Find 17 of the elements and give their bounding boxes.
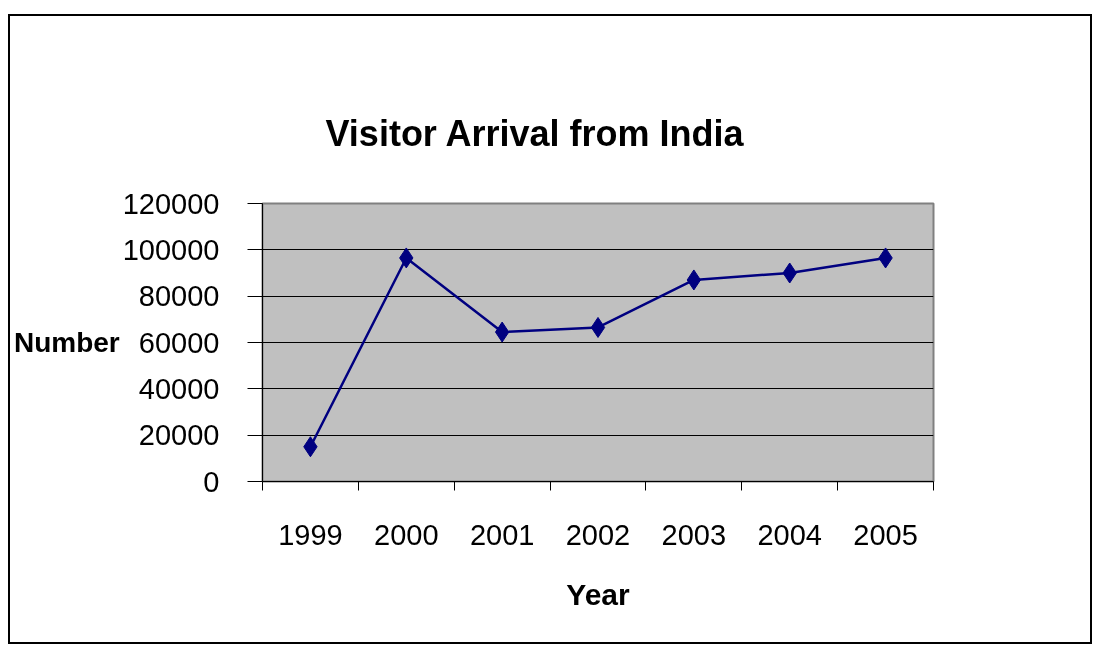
x-tick-label: 1999 <box>278 518 343 551</box>
y-tick-label: 40000 <box>138 372 220 405</box>
x-tick-label: 2005 <box>853 518 918 551</box>
y-tick-label: 0 <box>203 465 220 498</box>
x-tick-label: 2000 <box>374 518 439 551</box>
y-tick-label: 60000 <box>138 326 220 359</box>
y-tick-label: 80000 <box>138 280 220 313</box>
x-tick-label: 2004 <box>757 518 822 551</box>
chart-title: Visitor Arrival from India <box>325 112 745 154</box>
x-tick-label: 2003 <box>661 518 727 551</box>
y-tick-label: 120000 <box>122 187 220 220</box>
y-tick-label: 100000 <box>122 233 220 266</box>
y-axis-title: Number <box>13 327 120 358</box>
x-tick-label: 2002 <box>565 518 631 551</box>
x-tick-label: 2001 <box>469 518 535 551</box>
x-axis-title: Year <box>566 577 631 611</box>
y-tick-label: 20000 <box>138 419 220 452</box>
